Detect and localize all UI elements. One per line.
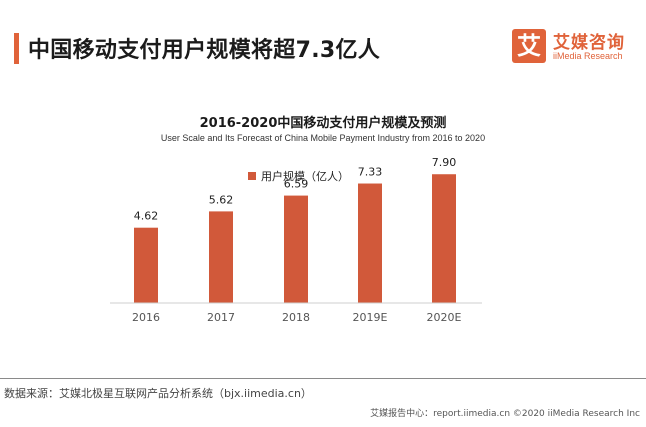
footer-divider [0, 378, 646, 379]
x-tick-label: 2020E [427, 311, 462, 324]
page-title: 中国移动支付用户规模将超7.3亿人 [28, 38, 381, 63]
data-source: 数据来源：艾媒北极星互联网产品分析系统（bjx.iimedia.cn） [4, 387, 312, 400]
copyright-notice: 艾媒报告中心：report.iimedia.cn ©2020 iiMedia R… [370, 409, 640, 419]
chart-legend: 用户规模（亿人） [248, 168, 349, 184]
logo-mark-icon: 艾 [512, 29, 546, 63]
x-tick-label: 2017 [207, 311, 235, 324]
logo-name-cn: 艾媒咨询 [553, 33, 625, 53]
bar-2016 [134, 227, 158, 303]
logo-name-en: iiMedia Research [553, 51, 623, 61]
x-tick-label: 2016 [132, 311, 160, 324]
x-tick-label: 2018 [282, 311, 310, 324]
bar-2019E [358, 183, 382, 303]
legend-swatch [248, 172, 256, 180]
x-tick-label: 2019E [353, 311, 388, 324]
bar-value-label: 6.59 [284, 178, 309, 191]
chart-title: 2016-2020中国移动支付用户规模及预测 [199, 116, 447, 131]
bar-2020E [432, 174, 456, 303]
iimedia-logo[interactable]: 艾 艾媒咨询 iiMedia Research [512, 28, 642, 66]
bar-2018 [284, 195, 308, 303]
chart-subtitle: User Scale and Its Forecast of China Mob… [160, 133, 486, 143]
title-accent-bar [14, 33, 19, 64]
bar-value-label: 4.62 [134, 210, 159, 223]
bar-value-label: 7.33 [358, 166, 383, 179]
bar-2017 [209, 211, 233, 303]
legend-label: 用户规模（亿人） [261, 170, 349, 183]
bar-value-label: 5.62 [209, 193, 234, 206]
bar-value-label: 7.90 [432, 156, 457, 169]
bar-group: 4.62 2016 5.62 2017 6.59 2018 7.33 2019E 7.90 202… [132, 156, 462, 324]
